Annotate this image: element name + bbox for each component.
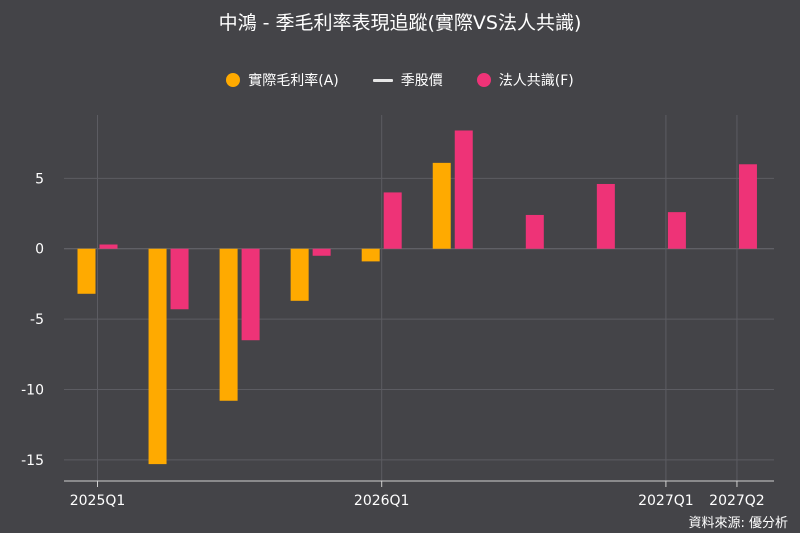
chart-title: 中鴻 - 季毛利率表現追蹤(實際VS法人共識) [218, 12, 582, 34]
legend-swatch-consensus [476, 73, 491, 87]
bar-actual [432, 162, 451, 249]
bar-actual [361, 248, 380, 262]
y-tick-label: 0 [35, 242, 44, 258]
y-tick-label: -5 [30, 312, 44, 328]
legend-swatch-stock-price [372, 78, 393, 82]
bar-consensus [525, 214, 544, 249]
bar-actual [148, 248, 167, 465]
bar-consensus [241, 248, 260, 341]
bar-actual [290, 248, 309, 301]
legend-label-stock-price: 季股價 [400, 73, 443, 89]
bar-consensus [596, 183, 615, 249]
bar-consensus [383, 192, 402, 249]
x-tick-label: 2025Q1 [70, 493, 126, 509]
legend-label-actual: 實際毛利率(A) [248, 73, 339, 89]
source-note: 資料來源: 優分析 [688, 516, 788, 531]
bar-consensus [738, 164, 757, 249]
legend-item-stock-price[interactable]: 季股價 [372, 70, 443, 90]
bar-consensus [99, 244, 118, 249]
legend-label-consensus: 法人共識(F) [498, 73, 574, 89]
bar-actual [77, 248, 96, 294]
y-tick-label: -10 [21, 383, 44, 399]
x-tick-label: 2027Q2 [709, 493, 765, 509]
bar-actual [219, 248, 238, 401]
y-tick-label: -15 [21, 453, 44, 469]
x-tick-label: 2027Q1 [638, 493, 694, 509]
y-tick-label: 5 [35, 171, 44, 187]
legend-swatch-actual [226, 73, 241, 87]
legend-item-consensus[interactable]: 法人共識(F) [476, 70, 574, 90]
bar-consensus [667, 212, 686, 249]
x-tick-label: 2026Q1 [354, 493, 410, 509]
chart-legend: 實際毛利率(A) 季股價 法人共識(F) [0, 70, 800, 90]
bar-consensus [312, 248, 331, 256]
legend-item-actual[interactable]: 實際毛利率(A) [226, 70, 339, 90]
bar-consensus [454, 130, 473, 249]
bar-consensus [170, 248, 189, 310]
